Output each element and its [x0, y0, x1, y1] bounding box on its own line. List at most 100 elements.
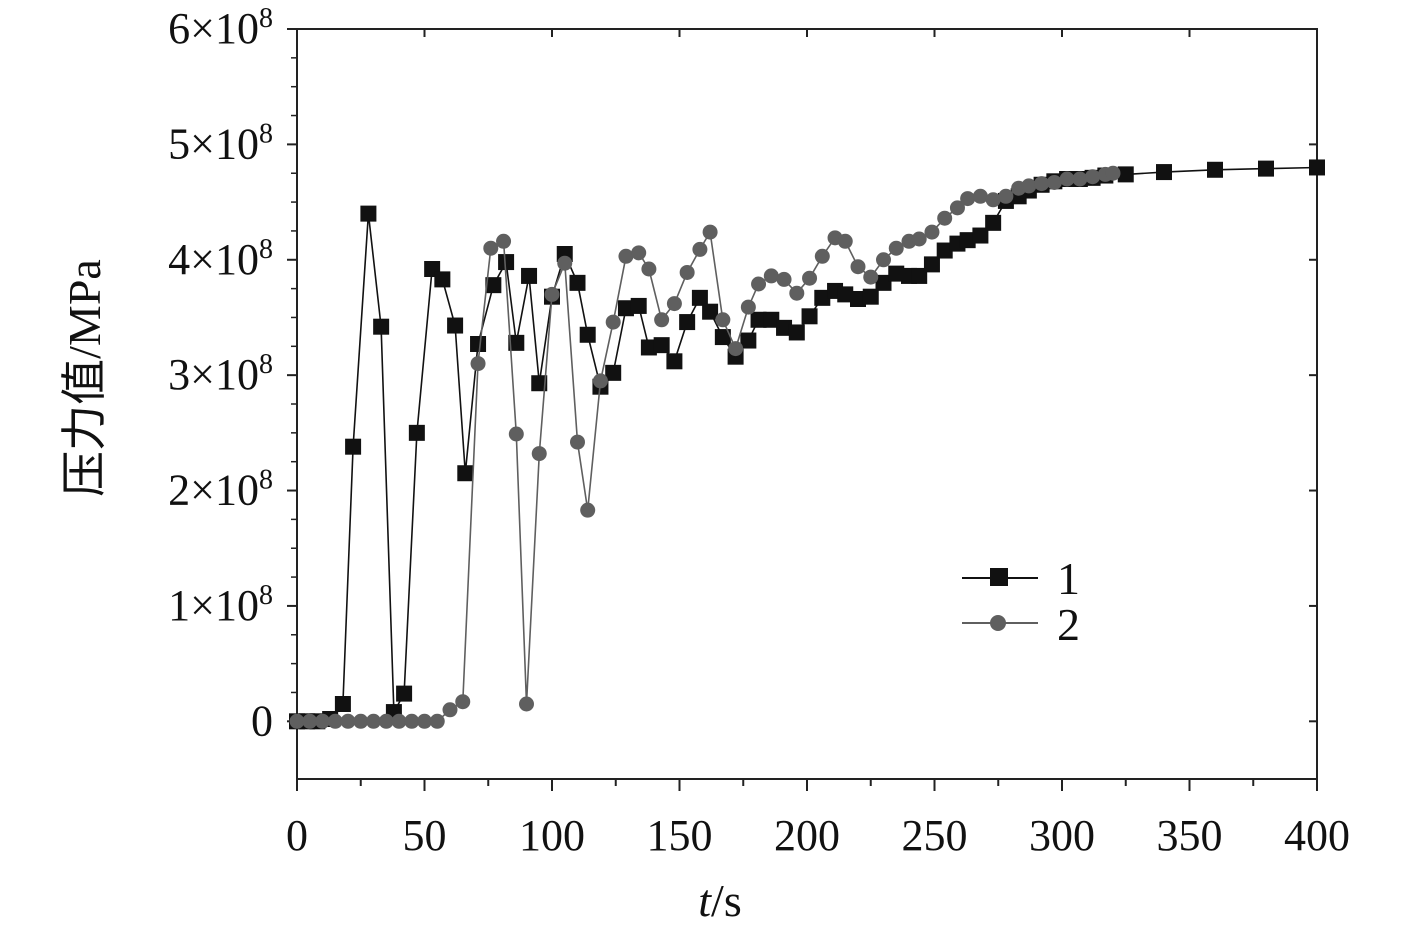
data-point	[691, 289, 708, 306]
data-point	[605, 314, 621, 330]
y-tick-label: 2×108	[168, 465, 273, 515]
data-point	[404, 713, 420, 729]
data-point	[345, 438, 362, 455]
data-point	[960, 191, 976, 207]
data-point	[327, 713, 343, 729]
data-point	[302, 713, 318, 729]
data-point	[814, 289, 831, 306]
data-point	[519, 696, 534, 712]
data-point	[1105, 165, 1121, 181]
series-line	[297, 166, 1318, 723]
data-point	[972, 188, 988, 204]
data-point	[666, 353, 683, 370]
data-point	[911, 231, 927, 247]
data-point	[340, 713, 356, 729]
data-point	[455, 694, 471, 710]
data-point	[923, 256, 940, 273]
data-point	[557, 255, 573, 271]
data-point	[789, 285, 805, 301]
plot-frame	[296, 28, 1318, 780]
axes-frame	[287, 28, 1318, 791]
y-tick-label: 5×108	[168, 118, 273, 168]
data-point	[289, 713, 305, 729]
data-point	[579, 326, 596, 343]
data-point	[570, 434, 585, 450]
data-point	[334, 696, 351, 712]
x-axis-var: t	[698, 875, 712, 926]
data-point	[1117, 166, 1134, 183]
data-point	[417, 713, 432, 729]
y-tick-exponent: 8	[259, 3, 273, 34]
data-point	[911, 267, 928, 284]
data-point	[776, 271, 792, 287]
data-point	[1034, 176, 1050, 192]
x-axis-unit: /s	[711, 875, 742, 926]
data-point	[666, 296, 682, 312]
data-point	[888, 240, 904, 256]
data-point	[366, 713, 381, 729]
data-point	[862, 288, 879, 305]
y-tick-exponent: 8	[259, 580, 273, 611]
data-point	[408, 424, 425, 441]
data-point	[315, 713, 330, 729]
data-point	[936, 242, 953, 259]
series-2	[289, 165, 1121, 729]
data-point	[985, 192, 1001, 208]
data-point	[580, 502, 596, 518]
data-point	[924, 224, 940, 240]
data-point	[814, 248, 830, 264]
data-point	[640, 339, 657, 356]
data-point	[508, 426, 524, 442]
data-point	[972, 227, 989, 244]
data-point	[618, 248, 634, 264]
data-point	[569, 274, 586, 291]
data-point	[373, 318, 390, 335]
x-tick-label: 50	[403, 811, 447, 860]
data-point	[447, 317, 464, 334]
data-point	[653, 337, 670, 354]
data-point	[679, 264, 695, 280]
data-point	[1207, 161, 1223, 178]
data-point	[531, 375, 548, 392]
data-point	[521, 267, 538, 284]
data-point	[1309, 159, 1325, 176]
data-point	[1156, 164, 1172, 181]
y-tick-exponent: 8	[259, 349, 273, 380]
data-point	[442, 702, 458, 718]
data-point	[763, 311, 780, 328]
data-point	[605, 364, 622, 381]
data-point	[353, 713, 369, 729]
tick-labels: 0 50 100 150 200 250 300 350 400 0 1×108 2×108 3×108…	[168, 3, 1350, 860]
data-point	[715, 312, 731, 328]
y-tick-label: 0	[251, 696, 273, 745]
data-point	[850, 291, 866, 307]
data-point	[750, 311, 767, 328]
data-point	[692, 241, 708, 257]
data-point	[457, 465, 474, 482]
data-point	[641, 261, 657, 277]
data-point	[470, 356, 486, 372]
data-point	[1085, 169, 1101, 185]
x-tick-label: 400	[1284, 811, 1350, 860]
data-point	[391, 713, 407, 729]
data-point	[714, 329, 731, 346]
data-point	[631, 245, 647, 261]
x-tick-label: 100	[519, 811, 585, 860]
y-tick-label: 3×108	[168, 349, 273, 399]
x-tick-label: 250	[902, 811, 968, 860]
data-point	[679, 314, 696, 331]
data-point	[837, 286, 854, 303]
x-axis-title: t/s	[698, 875, 741, 926]
data-point	[776, 319, 793, 336]
data-point	[1046, 174, 1062, 190]
data-point	[470, 336, 487, 352]
data-point	[1021, 178, 1037, 194]
data-point	[959, 232, 976, 249]
data-point	[985, 214, 1002, 231]
y-tick-exponent: 8	[259, 118, 273, 149]
data-point	[592, 373, 608, 389]
data-point	[728, 341, 744, 357]
data-point	[360, 205, 377, 222]
data-point	[498, 254, 515, 271]
